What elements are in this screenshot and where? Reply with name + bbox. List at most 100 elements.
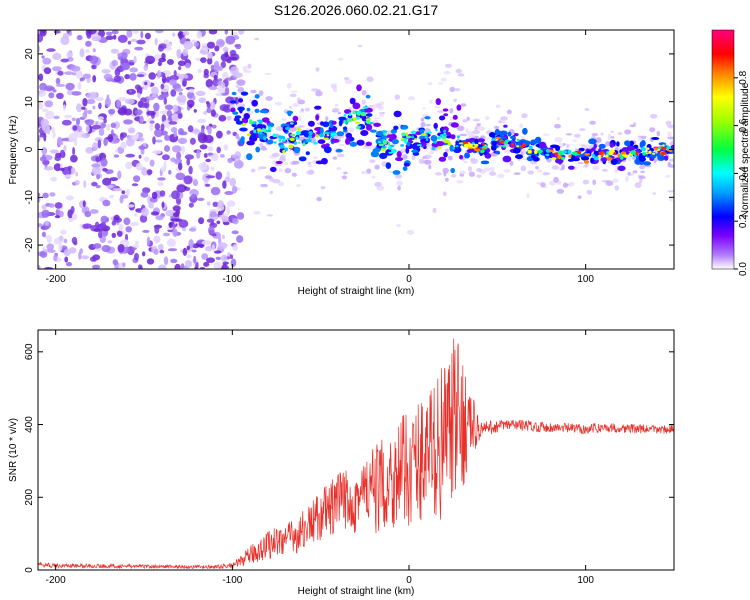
noise-blob bbox=[230, 258, 237, 267]
halo-blob bbox=[582, 179, 590, 185]
noise-blob bbox=[120, 141, 127, 149]
noise-blob bbox=[214, 45, 220, 52]
ridge-blob bbox=[255, 146, 261, 153]
noise-blob bbox=[130, 38, 137, 43]
halo-blob bbox=[426, 129, 431, 132]
ridge-blob bbox=[513, 133, 519, 137]
noise-blob bbox=[97, 116, 104, 121]
snr-xtick-label: -200 bbox=[46, 575, 66, 586]
ridge-core bbox=[402, 138, 408, 142]
noise-blob bbox=[186, 254, 192, 259]
halo-blob bbox=[640, 135, 647, 139]
ridge-blob bbox=[624, 140, 631, 147]
halo-blob bbox=[266, 214, 273, 217]
noise-blob bbox=[188, 88, 195, 93]
noise-blob bbox=[68, 31, 73, 36]
noise-blob bbox=[64, 114, 73, 119]
noise-blob bbox=[75, 70, 83, 79]
halo-blob bbox=[656, 130, 660, 137]
noise-blob bbox=[174, 88, 184, 92]
ridge-core bbox=[316, 134, 319, 138]
halo-blob bbox=[476, 123, 482, 126]
noise-blob bbox=[111, 232, 117, 238]
halo-blob bbox=[592, 179, 596, 186]
halo-blob bbox=[489, 166, 495, 172]
halo-blob bbox=[551, 165, 560, 170]
noise-blob bbox=[131, 183, 139, 187]
noise-blob bbox=[38, 135, 41, 142]
noise-blob bbox=[232, 218, 239, 225]
halo-blob bbox=[445, 63, 452, 68]
halo-blob bbox=[577, 162, 584, 165]
halo-blob bbox=[286, 82, 292, 89]
ridge-blob bbox=[349, 141, 357, 147]
noise-blob bbox=[178, 30, 183, 40]
noise-blob bbox=[144, 81, 148, 86]
ridge-blob bbox=[503, 124, 508, 128]
ridge-core bbox=[343, 113, 347, 117]
ridge-core bbox=[642, 151, 646, 156]
noise-blob bbox=[82, 97, 88, 107]
ridge-blob bbox=[370, 150, 380, 158]
noise-blob bbox=[207, 126, 212, 135]
noise-blob bbox=[228, 56, 238, 61]
ridge-blob bbox=[270, 166, 277, 173]
noise-blob bbox=[38, 45, 41, 53]
noise-blob bbox=[142, 229, 150, 233]
noise-blob bbox=[58, 210, 64, 218]
noise-blob bbox=[76, 103, 83, 113]
noise-blob bbox=[94, 137, 103, 142]
noise-blob bbox=[116, 99, 121, 108]
noise-blob bbox=[54, 202, 63, 209]
noise-blob bbox=[92, 258, 97, 262]
halo-blob bbox=[296, 184, 301, 187]
noise-blob bbox=[63, 238, 68, 244]
halo-blob bbox=[291, 172, 297, 177]
halo-blob bbox=[336, 167, 342, 171]
noise-blob bbox=[91, 166, 102, 176]
ridge-core bbox=[253, 129, 257, 134]
noise-blob bbox=[161, 201, 165, 208]
noise-blob bbox=[231, 230, 239, 235]
halo-blob bbox=[568, 181, 575, 187]
noise-blob bbox=[229, 177, 237, 187]
noise-blob bbox=[136, 74, 145, 78]
ridge-blob bbox=[450, 122, 459, 128]
ridge-blob bbox=[443, 113, 449, 117]
halo-blob bbox=[250, 89, 257, 94]
noise-blob bbox=[49, 192, 56, 197]
ridge-core bbox=[545, 148, 551, 153]
halo-blob bbox=[554, 123, 561, 129]
ridge-blob bbox=[292, 115, 299, 122]
noise-blob bbox=[148, 202, 154, 209]
ridge-blob bbox=[356, 84, 362, 92]
noise-blob bbox=[135, 208, 141, 212]
noise-blob bbox=[226, 206, 231, 216]
noise-blob bbox=[123, 108, 133, 116]
noise-blob bbox=[161, 154, 170, 161]
halo-blob bbox=[614, 168, 619, 174]
halo-blob bbox=[443, 71, 451, 75]
noise-blob bbox=[140, 30, 144, 39]
noise-blob bbox=[132, 30, 139, 34]
ridge-blob bbox=[364, 107, 373, 113]
halo-blob bbox=[634, 182, 642, 189]
noise-blob bbox=[164, 104, 174, 111]
noise-blob bbox=[117, 97, 127, 102]
noise-blob bbox=[223, 221, 230, 226]
ridge-core bbox=[413, 138, 418, 141]
ridge-blob bbox=[512, 147, 521, 154]
noise-blob bbox=[112, 134, 119, 140]
halo-blob bbox=[457, 73, 465, 77]
noise-blob bbox=[193, 42, 199, 47]
ridge-blob bbox=[320, 157, 328, 165]
noise-blob bbox=[159, 249, 165, 254]
ridge-core bbox=[285, 126, 290, 131]
noise-blob bbox=[89, 209, 99, 214]
noise-blob bbox=[214, 64, 220, 73]
ridge-blob bbox=[349, 97, 356, 105]
noise-blob bbox=[159, 190, 166, 197]
noise-blob bbox=[180, 263, 185, 269]
noise-blob bbox=[192, 39, 197, 43]
